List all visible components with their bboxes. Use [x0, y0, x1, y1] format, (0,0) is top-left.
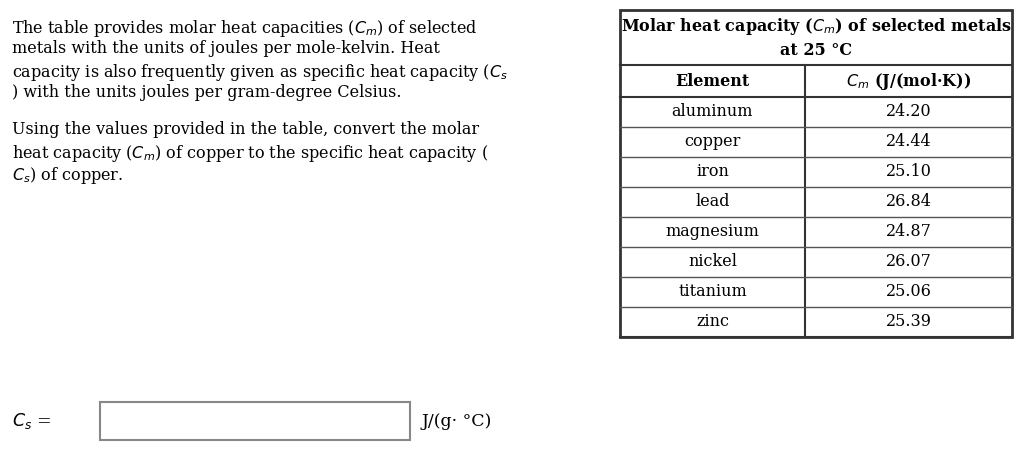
Text: 25.10: 25.10 [886, 164, 932, 180]
Text: magnesium: magnesium [666, 224, 760, 241]
Text: The table provides molar heat capacities ($C_m$) of selected: The table provides molar heat capacities… [12, 18, 477, 39]
Text: 26.07: 26.07 [886, 253, 932, 271]
Text: zinc: zinc [696, 313, 729, 330]
Text: 26.84: 26.84 [886, 194, 932, 211]
Text: Element: Element [676, 72, 750, 89]
Text: Using the values provided in the table, convert the molar: Using the values provided in the table, … [12, 121, 479, 138]
Text: 24.87: 24.87 [886, 224, 932, 241]
Text: 24.44: 24.44 [886, 133, 931, 150]
Text: $C_s$ =: $C_s$ = [12, 411, 51, 431]
Text: lead: lead [695, 194, 730, 211]
Text: iron: iron [696, 164, 729, 180]
Text: copper: copper [684, 133, 740, 150]
Text: 25.06: 25.06 [886, 283, 932, 300]
Text: $C_m$ (J/(mol·K)): $C_m$ (J/(mol·K)) [846, 70, 971, 92]
Bar [100, 402, 410, 440]
Text: heat capacity ($C_m$) of copper to the specific heat capacity (: heat capacity ($C_m$) of copper to the s… [12, 143, 488, 164]
Text: metals with the units of joules per mole-kelvin. Heat: metals with the units of joules per mole… [12, 40, 440, 57]
Text: Molar heat capacity ($C_m$) of selected metals
at 25 °C: Molar heat capacity ($C_m$) of selected … [621, 16, 1012, 59]
Text: titanium: titanium [678, 283, 746, 300]
Text: J/(g· °C): J/(g· °C) [422, 413, 493, 430]
Text: capacity is also frequently given as specific heat capacity ($C_s$: capacity is also frequently given as spe… [12, 62, 508, 83]
Text: nickel: nickel [688, 253, 737, 271]
Text: 25.39: 25.39 [886, 313, 932, 330]
Text: 24.20: 24.20 [886, 103, 931, 120]
Bar [620, 10, 1012, 337]
Text: aluminum: aluminum [672, 103, 754, 120]
Text: $C_s$) of copper.: $C_s$) of copper. [12, 165, 123, 187]
Text: ) with the units joules per gram-degree Celsius.: ) with the units joules per gram-degree … [12, 84, 401, 101]
